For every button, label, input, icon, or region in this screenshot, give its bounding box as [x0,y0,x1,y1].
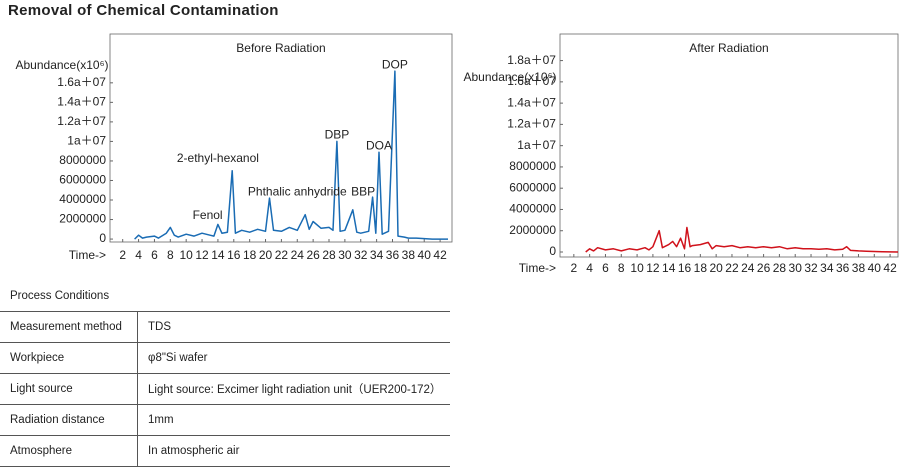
condition-name: Radiation distance [0,404,138,436]
x-tick-label: 24 [291,248,305,262]
table-row: Light source Light source: Excimer light … [0,373,450,405]
y-axis-label: Abundance(x10⁶) [464,70,557,84]
condition-name: Light source [0,373,138,405]
x-tick-label: 18 [243,248,257,262]
table-row: Radiation distance 1mm [0,404,450,436]
peak-label: DOA [366,138,392,152]
x-tick-label: 8 [618,261,625,275]
x-axis-label: Time-> [519,261,556,275]
x-tick-label: 32 [354,248,368,262]
x-tick-label: 10 [630,261,644,275]
peak-label: DOP [382,57,408,71]
y-tick-label: 1.4a＋07 [57,95,106,109]
x-tick-label: 34 [820,261,834,275]
x-tick-label: 6 [151,248,158,262]
condition-name: Workpiece [0,342,138,374]
x-tick-label: 38 [852,261,866,275]
y-tick-label: 4000000 [59,192,106,206]
y-tick-label: 1a＋07 [67,134,106,148]
x-tick-label: 16 [678,261,692,275]
x-tick-label: 42 [883,261,897,275]
y-tick-label: 6000000 [59,173,106,187]
y-tick-label: 1.6a＋07 [507,74,556,88]
peak-label: DBP [325,128,350,142]
y-tick-label: 6000000 [509,180,556,194]
condition-value: TDS [137,311,450,343]
y-tick-label: 4000000 [509,202,556,216]
condition-name: Measurement method [0,311,138,343]
chart-title: Before Radiation [236,41,325,55]
data-line [134,70,448,240]
y-tick-label: 1.6a＋07 [57,75,106,89]
table-row: Measurement method TDS [0,311,450,343]
x-tick-label: 20 [259,248,273,262]
x-axis-label: Time-> [69,248,106,262]
x-tick-label: 42 [433,248,447,262]
x-tick-label: 26 [306,248,320,262]
x-tick-label: 14 [662,261,676,275]
peak-label: Phthalic anhydride [248,184,347,198]
x-tick-label: 32 [804,261,818,275]
y-tick-label: 1a＋07 [517,138,556,152]
table-row: Atmosphere In atmospheric air [0,435,450,467]
y-axis-label: Abundance(x10⁶) [16,58,109,72]
conditions-table: Measurement method TDS Workpiece φ8"Si wafe… [0,311,450,467]
condition-value: In atmospheric air [137,435,450,467]
x-tick-label: 28 [322,248,336,262]
y-tick-label: 1.2a＋07 [507,117,556,131]
x-tick-label: 12 [195,248,209,262]
condition-value: Light source: Excimer light radiation un… [137,373,450,405]
y-tick-label: 1.2a＋07 [57,114,106,128]
x-tick-label: 14 [211,248,225,262]
x-tick-label: 16 [227,248,241,262]
x-tick-label: 2 [119,248,126,262]
condition-value: 1mm [137,404,450,436]
peak-label: BBP [351,184,375,198]
x-tick-label: 26 [757,261,771,275]
x-tick-label: 4 [135,248,142,262]
x-tick-label: 10 [179,248,193,262]
x-tick-label: 22 [275,248,289,262]
x-tick-label: 40 [868,261,882,275]
x-tick-label: 34 [370,248,384,262]
x-tick-label: 40 [418,248,432,262]
x-tick-label: 12 [646,261,660,275]
x-tick-label: 30 [338,248,352,262]
x-tick-label: 2 [570,261,577,275]
x-tick-label: 6 [602,261,609,275]
x-tick-label: 18 [694,261,708,275]
y-tick-label: 2000000 [59,212,106,226]
y-tick-label: 0 [99,231,106,245]
table-row: Workpiece φ8"Si wafer [0,342,450,374]
x-tick-label: 22 [725,261,739,275]
x-tick-label: 36 [836,261,850,275]
y-tick-label: 8000000 [509,159,556,173]
y-tick-label: 8000000 [59,153,106,167]
peak-label: 2-ethyl-hexanol [177,151,259,165]
y-tick-label: 1.4a＋07 [507,95,556,109]
data-line [585,226,899,253]
y-tick-label: 2000000 [509,223,556,237]
plot-frame [559,33,899,258]
condition-value: φ8"Si wafer [137,342,450,374]
x-tick-label: 8 [167,248,174,262]
x-tick-label: 28 [773,261,787,275]
y-tick-label: 1.8a＋07 [507,53,556,67]
x-tick-label: 24 [741,261,755,275]
condition-name: Atmosphere [0,435,138,467]
page-title: Removal of Chemical Contamination [8,2,279,19]
x-tick-label: 20 [709,261,723,275]
peak-label: Fenol [193,208,223,222]
y-tick-label: 0 [549,244,556,258]
table-caption: Process Conditions [10,290,110,302]
x-tick-label: 30 [789,261,803,275]
x-tick-label: 38 [402,248,416,262]
x-tick-label: 36 [386,248,400,262]
chart-title: After Radiation [689,41,768,55]
charts: Before RadiationAbundance(x10⁶)Time->020… [16,33,899,275]
x-tick-label: 4 [586,261,593,275]
